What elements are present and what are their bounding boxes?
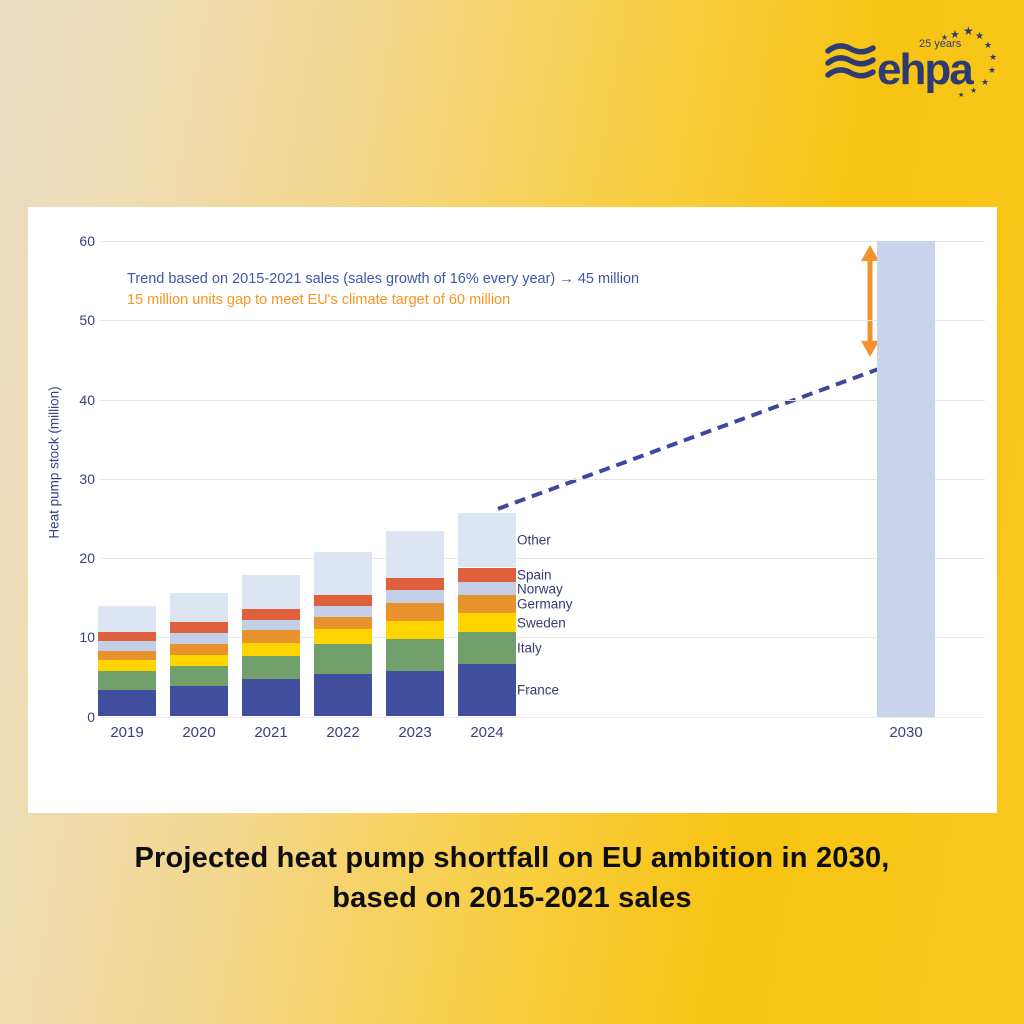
svg-text:★: ★ (988, 66, 996, 76)
bar-segment-2020-france (170, 685, 228, 717)
bar-segment-2023-italy (386, 638, 444, 671)
bar-segment-2020-germany (170, 643, 228, 655)
bar-segment-2020-italy (170, 665, 228, 686)
x-tick-label-2024: 2024 (470, 723, 504, 741)
y-tick-label-0: 0 (87, 708, 95, 725)
bar-segment-2024-france (458, 664, 516, 717)
series-label-other: Other (517, 532, 551, 548)
bar-segment-2020-norway (170, 633, 228, 644)
bar-segment-2024-sweden (458, 613, 516, 632)
bar-segment-2020-sweden (170, 654, 228, 666)
svg-text:★: ★ (989, 53, 997, 63)
caption: Projected heat pump shortfall on EU ambi… (0, 838, 1024, 918)
waves-icon (825, 43, 876, 79)
svg-text:★: ★ (975, 31, 984, 42)
svg-text:25 years: 25 years (919, 38, 962, 50)
bar-segment-2023-france (386, 670, 444, 717)
bar-segment-2020-spain (170, 622, 228, 634)
svg-text:★: ★ (984, 41, 992, 51)
svg-text:★: ★ (963, 26, 974, 38)
series-label-norway: Norway (517, 581, 563, 596)
gap-annotation: 15 million units gap to meet EU's climat… (127, 292, 511, 308)
ehpa-logo-graphic: ehpa 25 years ★ ★ ★ ★ ★ ★ ★ ★ ★ ★ (825, 26, 997, 99)
grid-line-0 (100, 716, 985, 718)
bar-segment-2024-spain (458, 567, 516, 582)
bar-segment-2023-norway (386, 589, 444, 604)
bar-segment-2023-germany (386, 603, 444, 621)
bar-segment-2024-norway (458, 581, 516, 596)
x-tick-label-2020: 2020 (182, 723, 216, 741)
series-label-germany: Germany (517, 596, 573, 612)
x-tick-label-2030: 2030 (889, 723, 923, 741)
bar-segment-2019-sweden (98, 660, 156, 671)
x-tick-label-2022: 2022 (326, 723, 360, 741)
svg-text:★: ★ (958, 91, 964, 99)
star-circle-icon: ★ ★ ★ ★ ★ ★ ★ ★ ★ ★ (941, 26, 997, 99)
bar-segment-2020-other (170, 592, 228, 623)
series-label-sweden: Sweden (517, 615, 566, 631)
bar-segment-2019-italy (98, 670, 156, 690)
svg-text:★: ★ (941, 33, 948, 42)
bar-segment-2023-other (386, 531, 444, 578)
bar-segment-2019-france (98, 689, 156, 717)
grid-line-20 (100, 558, 985, 559)
y-tick-label-10: 10 (79, 629, 95, 646)
trend-annotation: Trend based on 2015-2021 sales (sales gr… (127, 271, 640, 287)
bar-segment-2024-other (458, 512, 516, 568)
bar-segment-2022-norway (314, 606, 372, 617)
bar-segment-2023-sweden (386, 620, 444, 639)
trend-dashed-line (497, 359, 899, 511)
bar-segment-2024-italy (458, 631, 516, 665)
bar-segment-2021-germany (242, 630, 300, 643)
grid-line-50 (100, 320, 985, 322)
bar-segment-2019-other (98, 606, 156, 632)
bar-segment-2021-sweden (242, 642, 300, 657)
x-tick-label-2023: 2023 (398, 723, 432, 741)
grid-line-40 (100, 399, 985, 401)
svg-text:★: ★ (950, 28, 960, 41)
y-tick-label-20: 20 (79, 550, 95, 566)
ehpa-logo: ehpa 25 years ★ ★ ★ ★ ★ ★ ★ ★ ★ ★ (822, 26, 1007, 104)
bar-segment-2019-norway (98, 641, 156, 651)
bar-segment-2022-sweden (314, 629, 372, 645)
x-tick-label-2019: 2019 (110, 723, 144, 741)
bar-segment-2022-other (314, 552, 372, 596)
grid-line-60 (100, 241, 985, 242)
grid-line-10 (100, 637, 985, 639)
target-bar-2030 (877, 241, 935, 717)
y-tick-label-50: 50 (79, 312, 95, 329)
svg-text:★: ★ (970, 86, 977, 95)
bar-segment-2021-italy (242, 656, 300, 680)
caption-line-1: Projected heat pump shortfall on EU ambi… (134, 842, 890, 874)
y-tick-label-60: 60 (79, 233, 95, 249)
caption-line-2: based on 2015-2021 sales (332, 882, 692, 914)
svg-text:ehpa: ehpa (877, 45, 974, 94)
bar-segment-2022-italy (314, 644, 372, 674)
y-tick-label-30: 30 (79, 470, 95, 487)
bar-segment-2021-norway (242, 619, 300, 631)
heat-pump-stock-chart: Heat pump stock (million) Trend based on… (28, 207, 997, 813)
bar-segment-2021-france (242, 679, 300, 717)
bar-segment-2019-spain (98, 631, 156, 642)
grid-line-30 (100, 478, 985, 480)
bar-segment-2024-germany (458, 595, 516, 614)
bar-segment-2021-other (242, 575, 300, 609)
bar-segment-2023-spain (386, 577, 444, 590)
bar-segment-2019-germany (98, 650, 156, 661)
series-label-italy: Italy (517, 640, 542, 656)
svg-text:★: ★ (981, 78, 989, 88)
series-label-france: France (517, 682, 560, 698)
y-tick-label-40: 40 (79, 391, 95, 408)
x-tick-label-2021: 2021 (254, 723, 288, 741)
bar-segment-2021-spain (242, 608, 300, 620)
series-label-spain: Spain (517, 567, 552, 583)
bar-segment-2022-germany (314, 616, 372, 630)
bar-segment-2022-spain (314, 595, 372, 607)
bar-segment-2022-france (314, 673, 372, 717)
chart-panel: Heat pump stock (million) Trend based on… (28, 207, 997, 813)
